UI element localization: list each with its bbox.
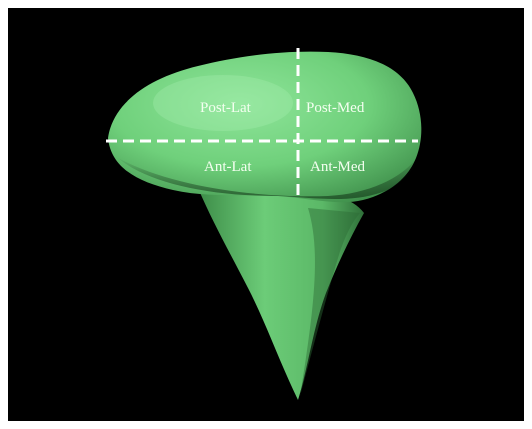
render-viewport: Post-Lat Post-Med Ant-Lat Ant-Med (8, 8, 524, 421)
label-ant-med: Ant-Med (310, 159, 365, 175)
model-highlight (153, 75, 293, 131)
model-plateau-underside (118, 156, 418, 199)
label-ant-lat: Ant-Lat (204, 159, 252, 175)
label-post-med: Post-Med (306, 100, 365, 116)
anatomy-3d-model: Post-Lat Post-Med Ant-Lat Ant-Med (106, 48, 422, 400)
model-plateau (108, 51, 422, 203)
label-post-lat: Post-Lat (200, 100, 252, 116)
model-stem (198, 187, 364, 400)
model-stem-shading (300, 208, 360, 396)
